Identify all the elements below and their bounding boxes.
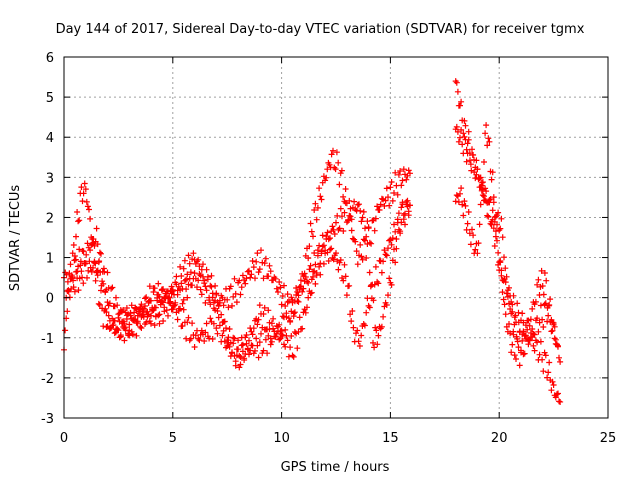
series-trace-e [452,122,564,369]
y-tick-label: 4 [46,131,54,146]
x-tick-labels: 0 5 10 15 20 25 [60,431,616,446]
x-tick-label: 10 [273,431,290,446]
y-tick-label: 0 [46,292,54,307]
x-tick-label: 20 [491,431,508,446]
y-tick-label: -1 [41,332,54,347]
grid-lines [64,57,608,418]
y-tick-label: -3 [41,412,54,427]
plot-frame [63,56,609,419]
data-point-markers [452,122,564,369]
x-tick-label: 0 [60,431,68,446]
x-axis-label: GPS time / hours [281,460,390,475]
axis-ticks [63,56,609,419]
y-tick-label: 1 [46,252,54,267]
data-points [61,78,564,405]
chart-title: Day 144 of 2017, Sidereal Day-to-day VTE… [56,22,585,37]
x-tick-label: 25 [600,431,617,446]
y-tick-labels: -3 -2 -1 0 1 2 3 4 5 6 [41,51,54,427]
y-tick-label: 2 [46,211,54,226]
data-point-markers [452,78,564,405]
series-trace-d [452,78,564,405]
y-tick-label: 5 [46,91,54,106]
data-point-markers [452,123,561,354]
x-tick-label: 15 [382,431,399,446]
y-axis-label: SDTVAR / TECUs [8,185,23,292]
y-tick-label: 3 [46,171,54,186]
series-trace-f [452,123,561,354]
y-tick-label: -2 [41,372,54,387]
x-tick-label: 5 [169,431,177,446]
y-tick-label: 6 [46,51,54,66]
